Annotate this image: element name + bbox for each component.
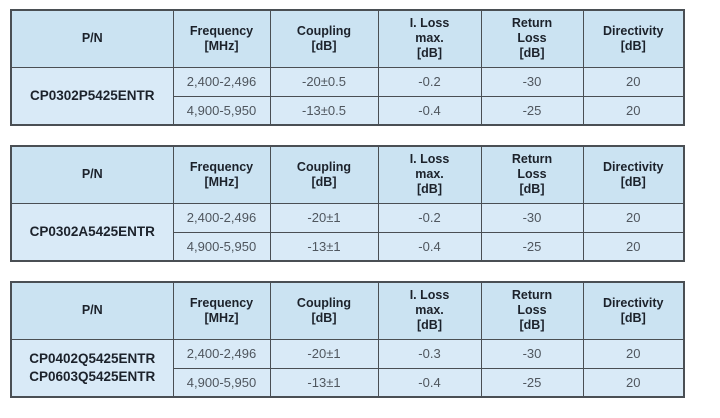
header-return-loss: Return Loss [dB] [480, 145, 584, 204]
header-pn: P/N [10, 145, 174, 204]
header-row: P/N Frequency [MHz] Coupling [dB] I. Los… [10, 9, 685, 68]
insertion-loss-value: -0.2 [377, 66, 482, 97]
header-coupling: Coupling [dB] [269, 145, 379, 204]
part-number: CP0402Q5425ENTR CP0603Q5425ENTR [10, 338, 174, 398]
return-loss-value: -30 [480, 338, 584, 369]
table-row: CP0302P5425ENTR 2,400-2,496 -20±0.5 -0.2… [10, 66, 685, 126]
table-row: CP0302A5425ENTR 2,400-2,496 -20±1 -0.2 -… [10, 202, 685, 262]
frequency-value: 4,900-5,950 [172, 367, 271, 398]
directivity-value: 20 [582, 367, 685, 398]
header-frequency: Frequency [MHz] [172, 9, 271, 68]
header-pn: P/N [10, 281, 174, 340]
insertion-loss-value: -0.3 [377, 338, 482, 369]
directivity-value: 20 [582, 66, 685, 97]
insertion-loss-value: -0.2 [377, 202, 482, 233]
part-number: CP0302A5425ENTR [10, 202, 174, 262]
header-return-loss: Return Loss [dB] [480, 9, 584, 68]
header-row: P/N Frequency [MHz] Coupling [dB] I. Los… [10, 281, 685, 340]
directivity-value: 20 [582, 95, 685, 126]
header-insertion-loss: I. Loss max. [dB] [377, 145, 482, 204]
return-loss-value: -30 [480, 66, 584, 97]
header-frequency: Frequency [MHz] [172, 145, 271, 204]
insertion-loss-value: -0.4 [377, 367, 482, 398]
directivity-value: 20 [582, 231, 685, 262]
header-row: P/N Frequency [MHz] Coupling [dB] I. Los… [10, 145, 685, 204]
table-row: CP0402Q5425ENTR CP0603Q5425ENTR 2,400-2,… [10, 338, 685, 398]
header-frequency: Frequency [MHz] [172, 281, 271, 340]
part-number: CP0302P5425ENTR [10, 66, 174, 126]
coupling-value: -20±0.5 [269, 66, 379, 97]
frequency-value: 4,900-5,950 [172, 95, 271, 126]
spec-table-cp0302a: P/N Frequency [MHz] Coupling [dB] I. Los… [10, 145, 685, 262]
return-loss-value: -30 [480, 202, 584, 233]
insertion-loss-value: -0.4 [377, 95, 482, 126]
table-row: 4,900-5,950 -13±0.5 -0.4 -25 20 [11, 95, 685, 126]
coupling-value: -13±1 [269, 367, 379, 398]
header-directivity: Directivity [dB] [582, 145, 685, 204]
frequency-value: 2,400-2,496 [172, 338, 271, 369]
frequency-value: 2,400-2,496 [172, 202, 271, 233]
directivity-value: 20 [582, 338, 685, 369]
spec-table-cp0302p: P/N Frequency [MHz] Coupling [dB] I. Los… [10, 9, 685, 126]
coupling-value: -20±1 [269, 202, 379, 233]
insertion-loss-value: -0.4 [377, 231, 482, 262]
return-loss-value: -25 [480, 367, 584, 398]
return-loss-value: -25 [480, 95, 584, 126]
table-row: 4,900-5,950 -13±1 -0.4 -25 20 [11, 367, 685, 398]
spec-table-cp0402q-cp0603q: P/N Frequency [MHz] Coupling [dB] I. Los… [10, 281, 685, 398]
header-coupling: Coupling [dB] [269, 281, 379, 340]
header-coupling: Coupling [dB] [269, 9, 379, 68]
frequency-value: 2,400-2,496 [172, 66, 271, 97]
header-pn: P/N [10, 9, 174, 68]
table-row: 4,900-5,950 -13±1 -0.4 -25 20 [11, 231, 685, 262]
directivity-value: 20 [582, 202, 685, 233]
header-return-loss: Return Loss [dB] [480, 281, 584, 340]
coupling-value: -20±1 [269, 338, 379, 369]
coupling-value: -13±1 [269, 231, 379, 262]
frequency-value: 4,900-5,950 [172, 231, 271, 262]
header-directivity: Directivity [dB] [582, 9, 685, 68]
return-loss-value: -25 [480, 231, 584, 262]
header-insertion-loss: I. Loss max. [dB] [377, 281, 482, 340]
header-insertion-loss: I. Loss max. [dB] [377, 9, 482, 68]
coupling-value: -13±0.5 [269, 95, 379, 126]
header-directivity: Directivity [dB] [582, 281, 685, 340]
